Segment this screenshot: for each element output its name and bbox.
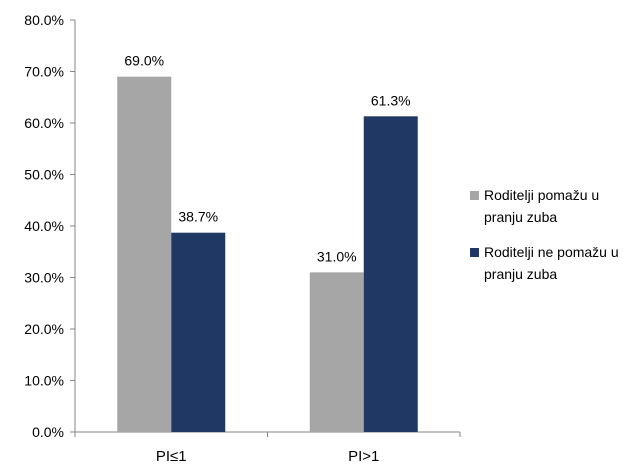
bar-series-1-cat-2 [309, 272, 364, 432]
legend-swatch-2 [470, 248, 479, 257]
y-tick-label: 20.0% [24, 321, 64, 337]
y-tick-label: 80.0% [24, 12, 64, 28]
category-label: PI>1 [348, 448, 379, 465]
bar-series-1-cat-1 [117, 76, 172, 433]
data-label: 38.7% [178, 209, 218, 225]
bar-series-2-cat-2 [363, 116, 418, 433]
y-tick-label: 10.0% [24, 373, 64, 389]
y-tick-label: 70.0% [24, 64, 64, 80]
bar-series-2-cat-1 [171, 232, 226, 432]
legend-label-2: Roditelji ne pomažu u pranju zuba [484, 244, 619, 282]
legend-swatch-1 [470, 191, 479, 200]
y-tick-label: 50.0% [24, 167, 64, 183]
y-tick-label: 0.0% [32, 424, 64, 440]
data-label: 31.0% [317, 248, 357, 264]
y-tick-label: 40.0% [24, 218, 64, 234]
category-label: PI≤1 [156, 448, 187, 465]
legend-label-1: Roditelji pomažu u pranju zuba [484, 187, 599, 225]
legend: Roditelji pomažu u pranju zuba Roditelji n… [470, 187, 619, 282]
y-tick-label: 30.0% [24, 270, 64, 286]
y-tick-label: 60.0% [24, 115, 64, 131]
data-label: 69.0% [124, 53, 164, 69]
data-label: 61.3% [371, 92, 411, 108]
